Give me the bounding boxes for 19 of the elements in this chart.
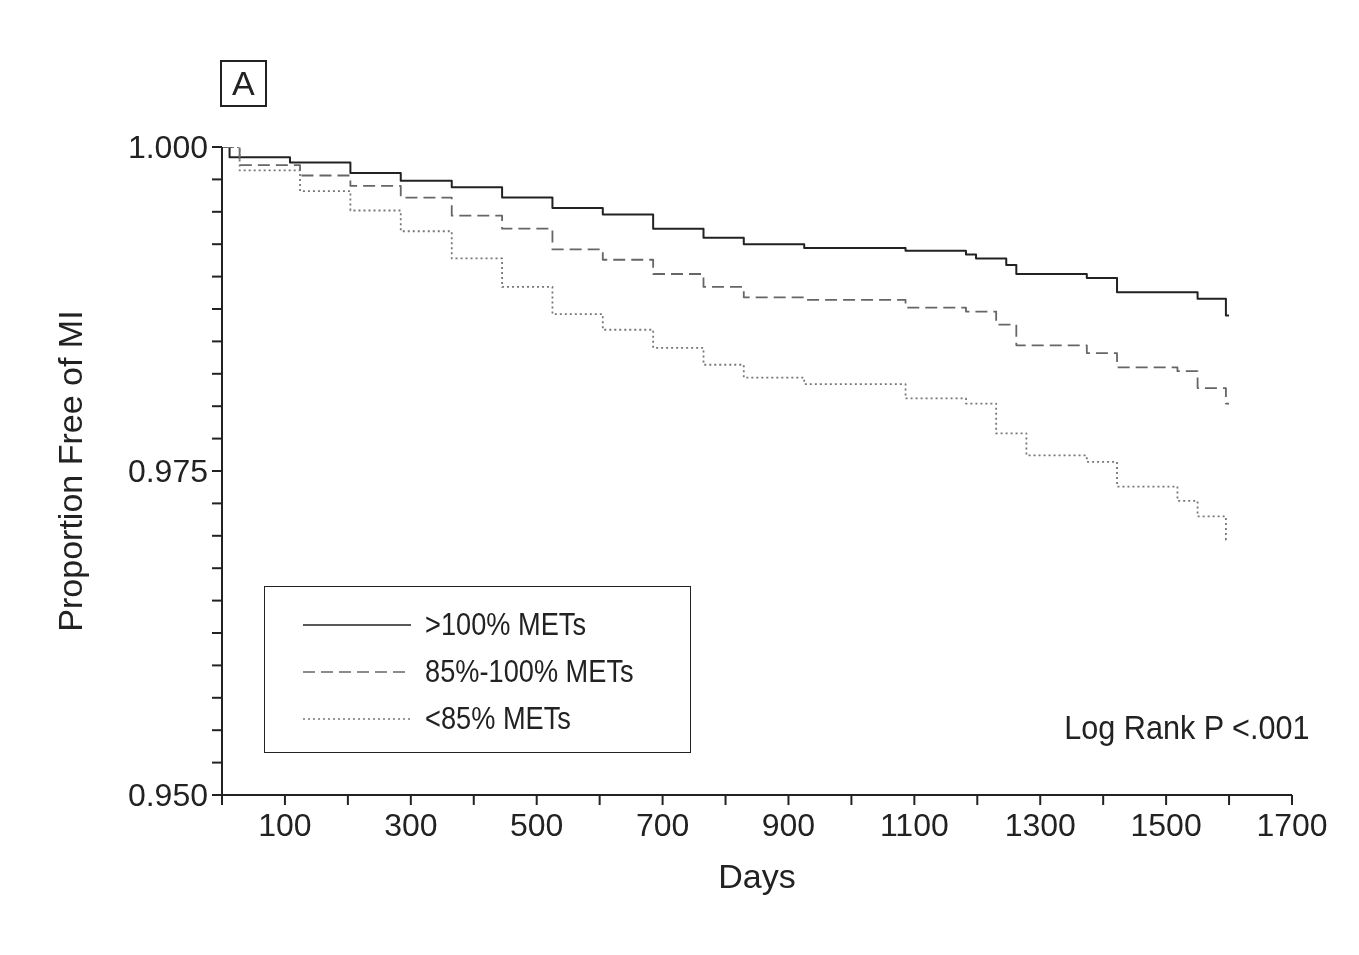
x-tick-label: 900	[761, 806, 816, 843]
y-tick-label: 1.000	[127, 129, 208, 166]
x-tick-label: 700	[635, 806, 690, 843]
x-tick-label: 300	[384, 806, 438, 843]
x-tick-label: 1500	[1130, 806, 1202, 843]
legend-label: 85%-100% METs	[425, 653, 634, 690]
text: A	[220, 60, 267, 107]
y-tick-label: 0.950	[127, 777, 208, 814]
annotation: Log Rank P <.001	[1064, 708, 1310, 747]
x-tick-label: 1100	[879, 806, 949, 843]
y-tick-label: 0.975	[127, 453, 208, 490]
legend-label: <85% METs	[425, 700, 571, 737]
x-tick-label: 1300	[1004, 806, 1076, 843]
x-axis-title: Days	[718, 857, 796, 895]
legend-label: >100% METs	[425, 606, 587, 643]
x-tick-label: 500	[510, 806, 564, 843]
y-axis-title: Proportion Free of MI	[51, 310, 90, 632]
x-tick-label: 1700	[1256, 806, 1328, 843]
x-tick-label: 100	[258, 806, 312, 843]
